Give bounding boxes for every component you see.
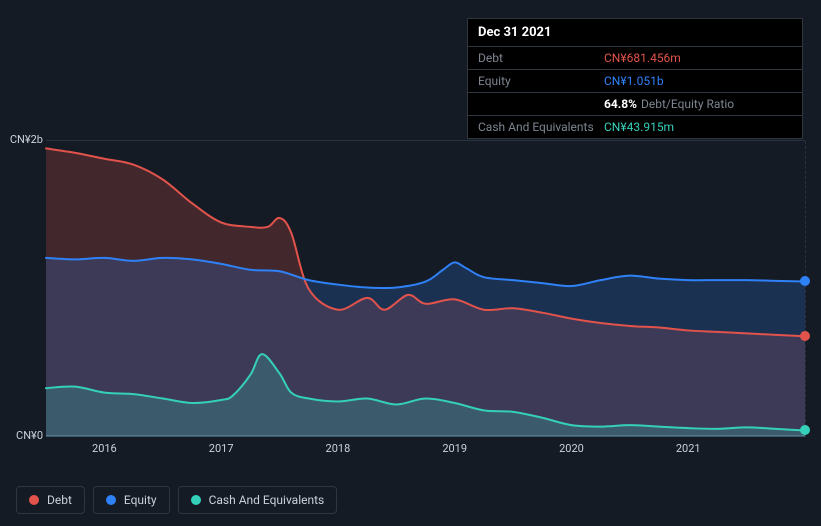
legend-item[interactable]: Cash And Equivalents [178, 486, 338, 514]
legend-item[interactable]: Equity [93, 486, 170, 514]
tooltip-row-label: Debt [478, 51, 604, 65]
tooltip-date: Dec 31 2021 [468, 19, 802, 46]
tooltip-row: Cash And EquivalentsCN¥43.915m [468, 115, 802, 138]
tooltip-row-label: Cash And Equivalents [478, 120, 604, 134]
legend-swatch-icon [106, 495, 116, 505]
x-axis-label: 2020 [559, 442, 584, 455]
legend-label: Debt [47, 493, 72, 507]
legend-label: Equity [124, 493, 157, 507]
x-axis-labels: 2016 2017 2018 2019 2020 2021 [46, 442, 805, 458]
x-axis-label: 2018 [326, 442, 351, 455]
legend-swatch-icon [191, 495, 201, 505]
tooltip-row: DebtCN¥681.456m [468, 46, 802, 69]
tooltip-row-value: 64.8%Debt/Equity Ratio [604, 97, 792, 111]
x-axis-label: 2017 [209, 442, 234, 455]
series-end-dot [800, 425, 810, 435]
tooltip-row: EquityCN¥1.051b [468, 69, 802, 92]
tooltip-row-value: CN¥1.051b [604, 74, 792, 88]
legend-item[interactable]: Debt [16, 486, 85, 514]
x-axis-label: 2019 [442, 442, 467, 455]
hover-guideline [805, 141, 806, 437]
y-axis-label: CN¥0 [16, 429, 43, 442]
chart-tooltip: Dec 31 2021 DebtCN¥681.456mEquityCN¥1.05… [467, 18, 803, 139]
y-axis-label: CN¥2b [10, 133, 43, 146]
debt-equity-chart[interactable]: CN¥2bCN¥0 201620172018201920202021 [16, 128, 805, 458]
x-axis-label: 2021 [676, 442, 701, 455]
series-end-dot [800, 331, 810, 341]
legend-swatch-icon [29, 495, 39, 505]
x-axis-label: 2016 [92, 442, 117, 455]
legend-label: Cash And Equivalents [209, 493, 325, 507]
tooltip-row-label: Equity [478, 74, 604, 88]
tooltip-row-value: CN¥681.456m [604, 51, 792, 65]
chart-legend: Debt Equity Cash And Equivalents [16, 486, 337, 514]
tooltip-row-value: CN¥43.915m [604, 120, 792, 134]
tooltip-row-label [478, 97, 604, 111]
tooltip-row: 64.8%Debt/Equity Ratio [468, 92, 802, 115]
series-end-dot [800, 276, 810, 286]
plot-area[interactable] [46, 140, 805, 436]
